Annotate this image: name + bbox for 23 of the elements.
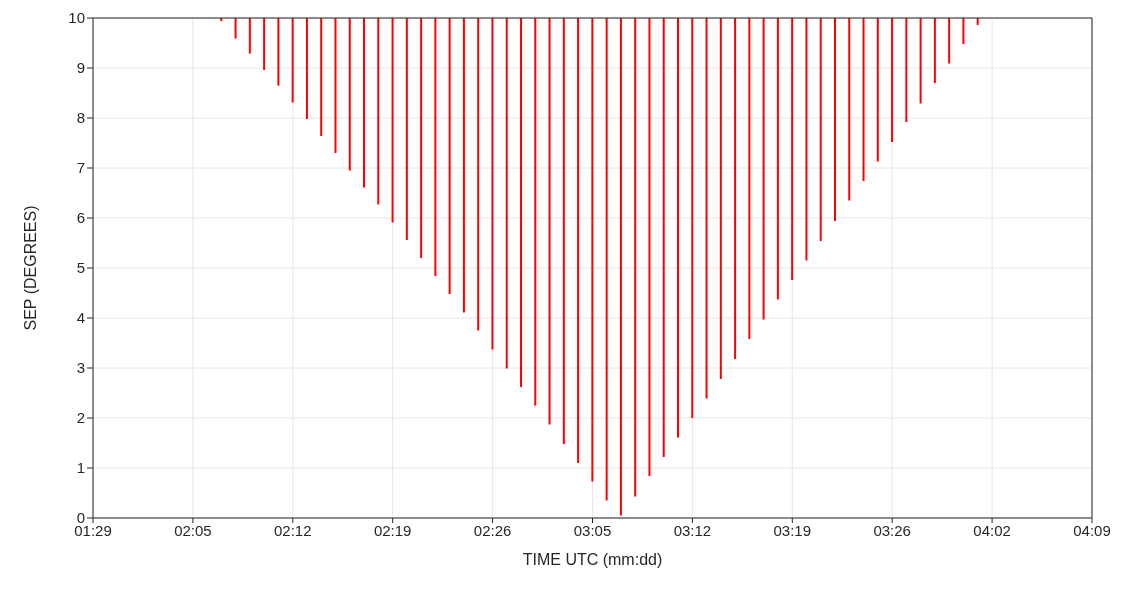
- x-tick-label: 03:26: [873, 521, 911, 539]
- y-tick-label: 1: [76, 459, 85, 477]
- x-tick-label: 02:12: [274, 521, 312, 539]
- x-tick-label: 03:19: [773, 521, 812, 539]
- y-tick-label: 8: [76, 109, 85, 127]
- x-tick-label: 04:09: [1073, 521, 1111, 539]
- x-tick-label: 03:12: [673, 521, 712, 539]
- x-tick-label: 02:26: [473, 521, 512, 539]
- y-tick-label: 4: [76, 309, 85, 327]
- y-axis-title: SEP (DEGREES): [21, 205, 39, 331]
- x-axis-title: TIME UTC (mm:dd): [522, 551, 663, 568]
- y-tick-label: 10: [68, 9, 85, 27]
- y-tick-label: 9: [76, 59, 85, 77]
- y-tick-label: 6: [76, 209, 85, 227]
- x-tick-label: 02:19: [373, 521, 412, 539]
- x-tick-label: 04:02: [973, 521, 1011, 539]
- y-tick-label: 3: [76, 359, 85, 377]
- y-tick-label: 7: [76, 159, 85, 177]
- y-tick-label: 2: [76, 409, 85, 427]
- y-tick-label: 0: [76, 509, 85, 527]
- x-tick-label: 02:05: [174, 521, 212, 539]
- y-tick-label: 5: [76, 259, 85, 277]
- x-tick-label: 03:05: [573, 521, 612, 539]
